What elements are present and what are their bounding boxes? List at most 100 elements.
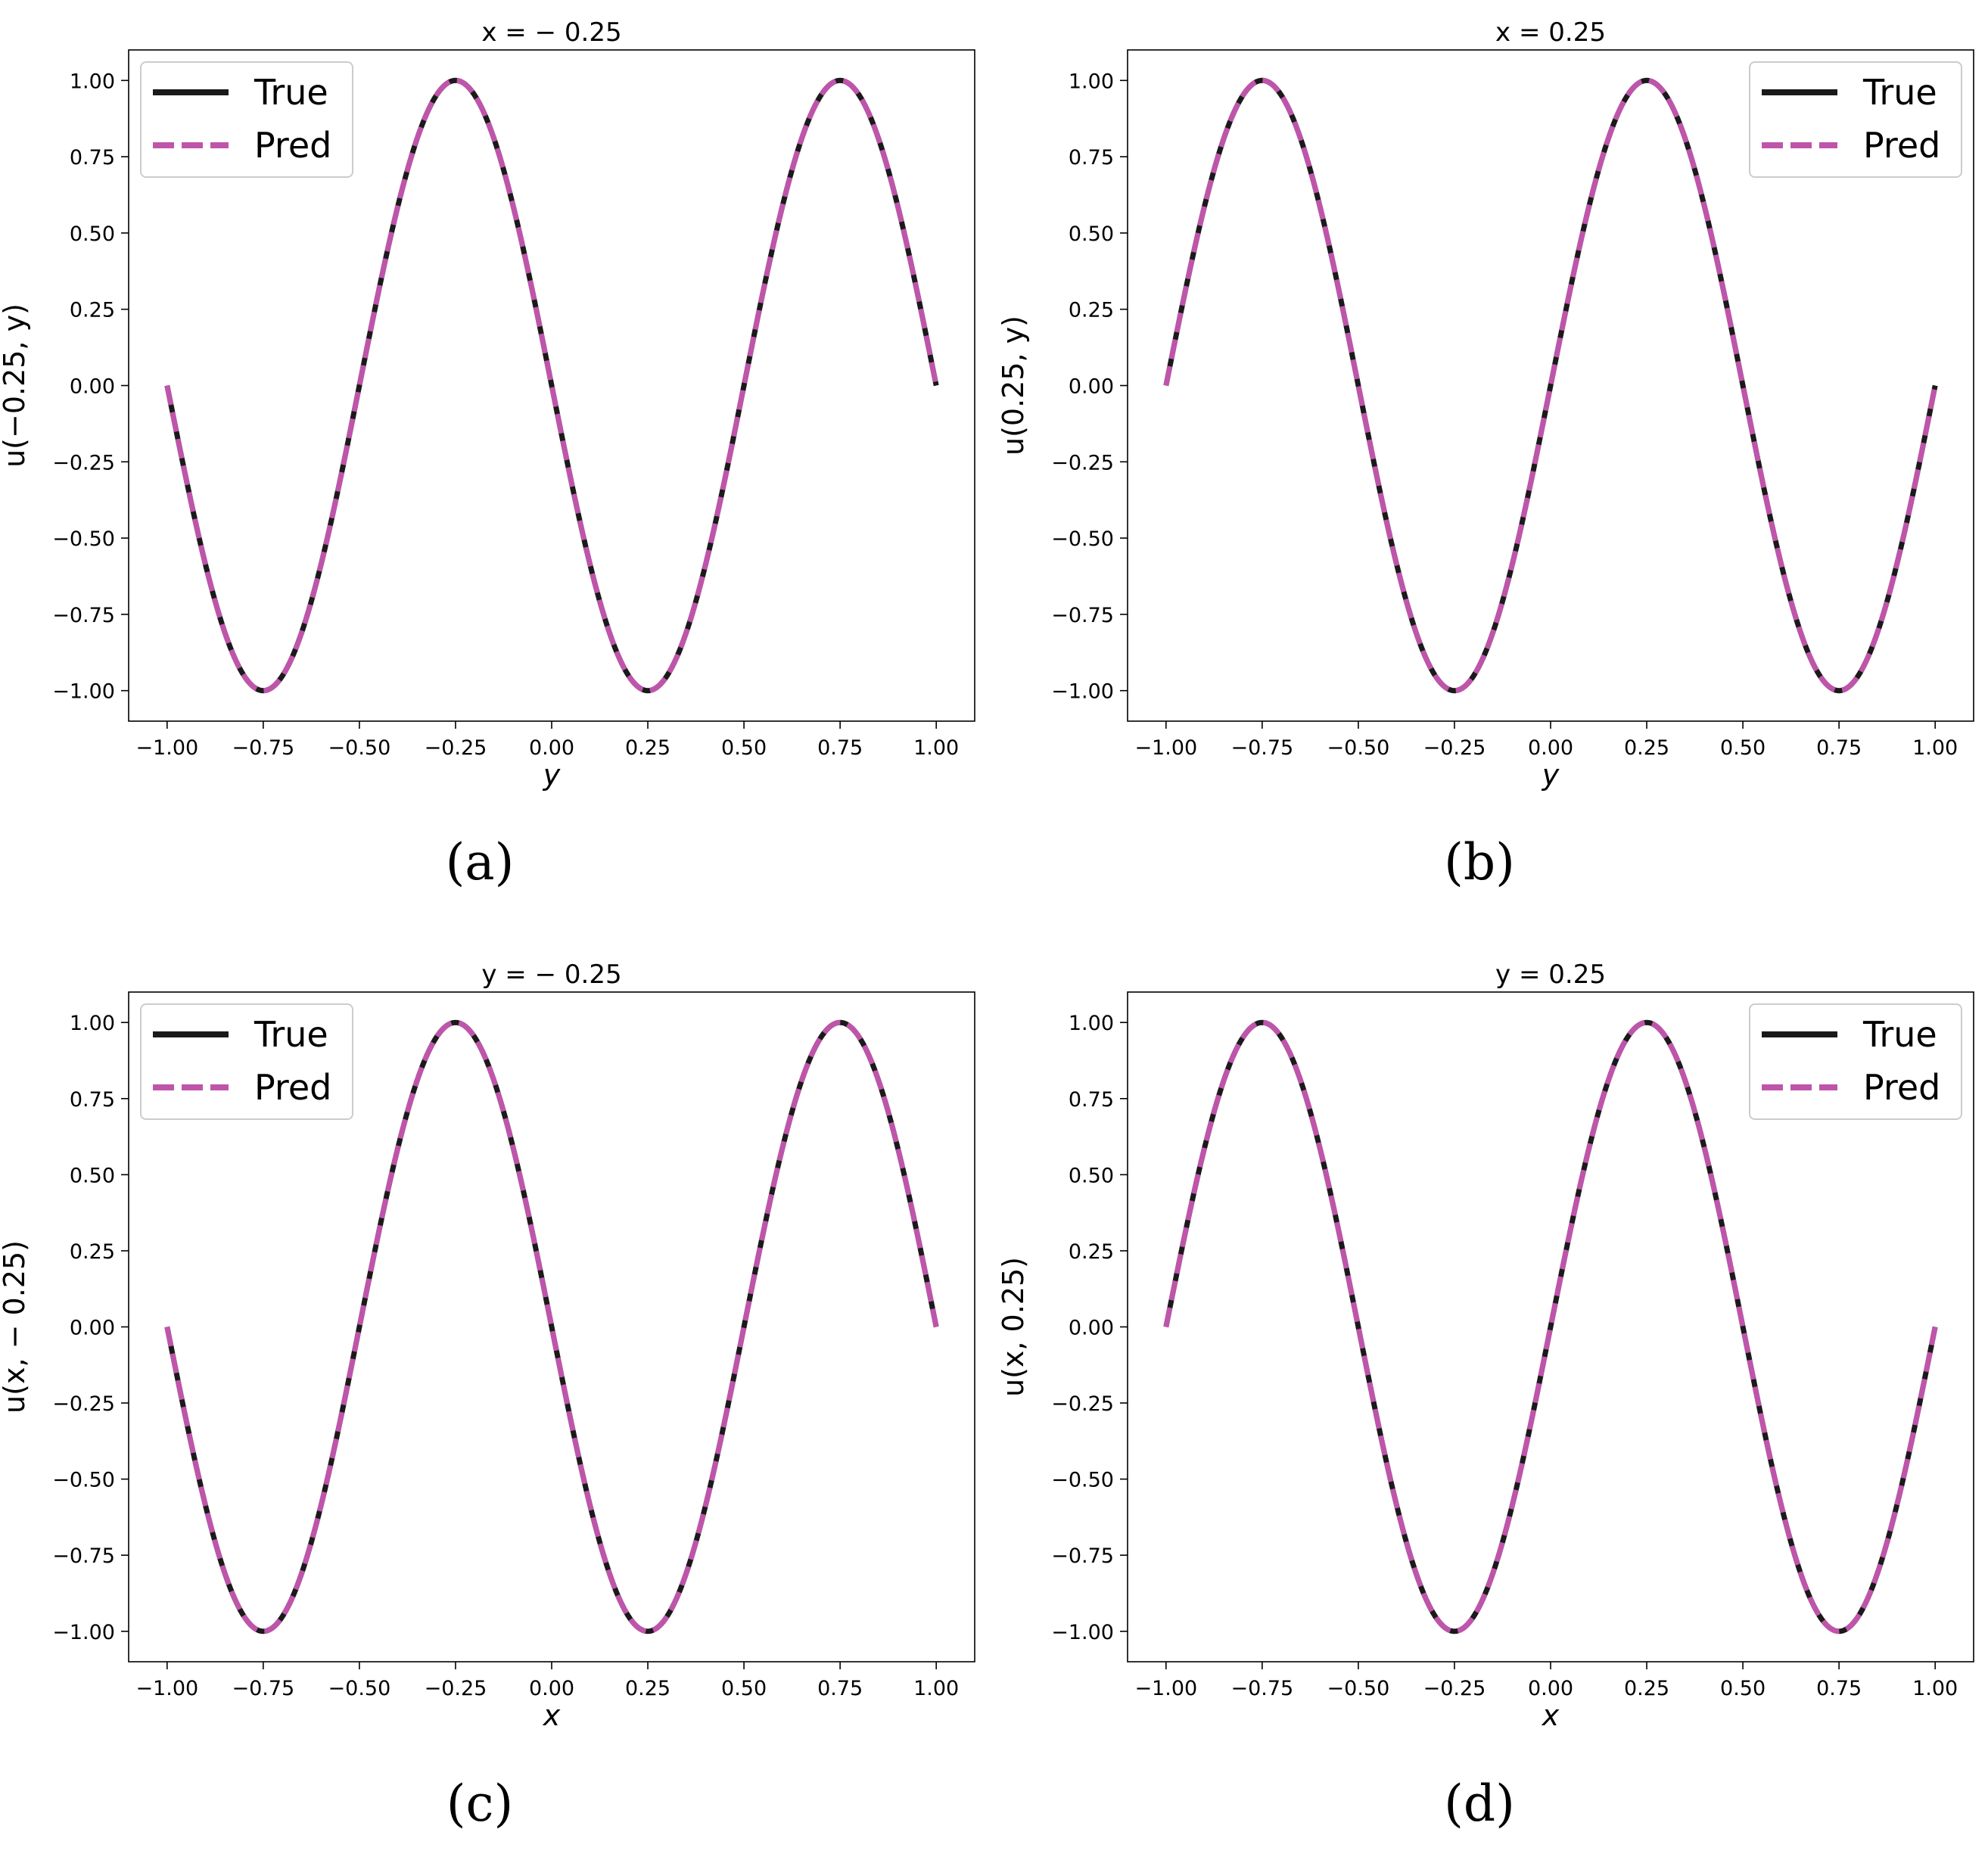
legend-label-pred: Pred xyxy=(254,1067,331,1108)
y-tick-label: 0.00 xyxy=(70,375,115,399)
y-tick-label: 0.75 xyxy=(70,1088,115,1112)
x-tick-label: 0.00 xyxy=(529,736,574,760)
x-tick-label: −0.50 xyxy=(1327,736,1390,760)
y-tick-label: 0.50 xyxy=(70,222,115,246)
y-tick-label: −0.75 xyxy=(1051,604,1114,627)
x-tick-label: 0.25 xyxy=(625,1677,670,1700)
y-tick-label: 0.00 xyxy=(1069,375,1114,399)
x-tick-label: 0.50 xyxy=(721,1677,767,1700)
subplot-d: y = 0.25 −1.00 −0.75 −0.50 −0.25 0.00 0.25 0.50… xyxy=(997,960,1974,1833)
panel-caption: (b) xyxy=(1444,833,1515,891)
x-tick-label: 0.00 xyxy=(1528,736,1573,760)
legend-label-pred: Pred xyxy=(254,125,331,166)
x-tick-label: 1.00 xyxy=(913,736,959,760)
x-tick-label: −1.00 xyxy=(135,736,198,760)
y-tick-label: −0.25 xyxy=(52,1392,115,1416)
x-tick-label: 1.00 xyxy=(913,1677,959,1700)
legend-label-true: True xyxy=(254,1014,328,1055)
plot-frame xyxy=(1127,49,1974,722)
plot-frame xyxy=(1127,991,1974,1662)
x-tick-label: 0.75 xyxy=(817,1677,863,1700)
x-tick-label: 1.00 xyxy=(1912,1677,1958,1700)
y-axis-label: u(x, − 0.25) xyxy=(0,1240,31,1414)
y-tick-label: 0.25 xyxy=(1069,299,1114,322)
subplot-title: x = − 0.25 xyxy=(481,17,621,48)
y-tick-label: −0.75 xyxy=(52,604,115,627)
y-axis-label: u(x, 0.25) xyxy=(997,1257,1030,1397)
y-tick-label: 0.00 xyxy=(1069,1317,1114,1340)
legend: True Pred xyxy=(1749,1003,1962,1120)
x-axis-label: y xyxy=(1542,758,1560,792)
x-axis-label: x xyxy=(543,1699,561,1732)
x-tick-label: 0.50 xyxy=(1720,1677,1766,1700)
panel-caption: (a) xyxy=(446,833,515,891)
series-line-true xyxy=(1163,77,1938,694)
y-tick-label: −0.25 xyxy=(1051,1392,1114,1416)
y-tick-label: 1.00 xyxy=(1069,70,1114,93)
y-tick-label: −1.00 xyxy=(1051,1621,1114,1644)
series-line-true xyxy=(1163,1019,1938,1634)
y-tick-label: −0.75 xyxy=(52,1544,115,1568)
x-tick-label: −0.50 xyxy=(328,736,391,760)
y-tick-label: 0.75 xyxy=(1069,1088,1114,1112)
y-tick-label: −1.00 xyxy=(52,1621,115,1644)
legend: True Pred xyxy=(140,61,353,178)
legend-label-true: True xyxy=(1862,1014,1937,1055)
y-tick-label: 0.50 xyxy=(1069,1164,1114,1187)
y-tick-label: 0.75 xyxy=(70,146,115,170)
x-tick-label: −0.50 xyxy=(328,1677,391,1700)
subplot-title: x = 0.25 xyxy=(1495,17,1606,48)
x-tick-label: −0.75 xyxy=(232,1677,294,1700)
subplot-title: y = − 0.25 xyxy=(481,960,621,990)
y-tick-label: 1.00 xyxy=(70,70,115,93)
x-tick-label: 0.75 xyxy=(817,736,863,760)
x-tick-label: 1.00 xyxy=(1912,736,1958,760)
x-tick-label: 0.00 xyxy=(529,1677,574,1700)
plot-frame xyxy=(128,49,975,722)
y-tick-label: −0.50 xyxy=(1051,527,1114,551)
subplot-c: y = − 0.25 −1.00 −0.75 −0.50 −0.25 0.00 0.25 0.… xyxy=(0,960,975,1833)
y-tick-label: 0.25 xyxy=(70,1240,115,1264)
panel-caption: (c) xyxy=(446,1774,513,1833)
x-tick-label: −0.75 xyxy=(232,736,294,760)
legend-label-true: True xyxy=(254,72,328,113)
x-tick-label: −0.50 xyxy=(1327,1677,1390,1700)
x-tick-label: −0.75 xyxy=(1230,736,1293,760)
y-tick-label: 1.00 xyxy=(1069,1012,1114,1035)
y-tick-label: 0.75 xyxy=(1069,146,1114,170)
panel-caption: (d) xyxy=(1444,1774,1515,1833)
x-tick-label: −0.75 xyxy=(1230,1677,1293,1700)
x-tick-label: 0.75 xyxy=(1816,736,1862,760)
legend: True Pred xyxy=(1749,61,1962,178)
y-tick-label: −0.25 xyxy=(1051,451,1114,474)
legend-label-pred: Pred xyxy=(1863,125,1940,166)
y-tick-label: 0.50 xyxy=(70,1164,115,1187)
x-axis-label: x xyxy=(1542,1699,1560,1732)
y-tick-label: −0.50 xyxy=(52,527,115,551)
x-axis-label: y xyxy=(543,758,561,792)
y-tick-label: −0.50 xyxy=(52,1469,115,1492)
x-tick-label: −0.25 xyxy=(1423,736,1486,760)
series-line-true xyxy=(164,1019,939,1634)
y-axis-label: u(0.25, y) xyxy=(997,316,1030,456)
x-tick-label: 0.25 xyxy=(625,736,670,760)
y-tick-label: −0.50 xyxy=(1051,1469,1114,1492)
y-tick-label: −0.25 xyxy=(52,451,115,474)
y-tick-label: 1.00 xyxy=(70,1012,115,1035)
legend-label-pred: Pred xyxy=(1863,1067,1940,1108)
legend: True Pred xyxy=(140,1003,353,1120)
subplot-a: x = − 0.25 −1.00 −0.75 −0.50 −0.25 0.00 0.25 0.… xyxy=(0,17,975,891)
y-tick-label: 0.00 xyxy=(70,1317,115,1340)
subplot-b: x = 0.25 −1.00 −0.75 −0.50 −0.25 0.00 0.25 0.50… xyxy=(997,17,1974,891)
x-tick-label: 0.50 xyxy=(1720,736,1766,760)
x-tick-label: −0.25 xyxy=(1423,1677,1486,1700)
y-tick-label: 0.25 xyxy=(70,299,115,322)
y-tick-label: 0.50 xyxy=(1069,222,1114,246)
x-tick-label: −1.00 xyxy=(1134,736,1197,760)
x-tick-label: −0.25 xyxy=(425,736,487,760)
subplot-title: y = 0.25 xyxy=(1495,960,1606,990)
x-tick-label: 0.50 xyxy=(721,736,767,760)
x-tick-label: 0.00 xyxy=(1528,1677,1573,1700)
y-axis-label: u(−0.25, y) xyxy=(0,303,31,468)
x-tick-label: −1.00 xyxy=(1134,1677,1197,1700)
